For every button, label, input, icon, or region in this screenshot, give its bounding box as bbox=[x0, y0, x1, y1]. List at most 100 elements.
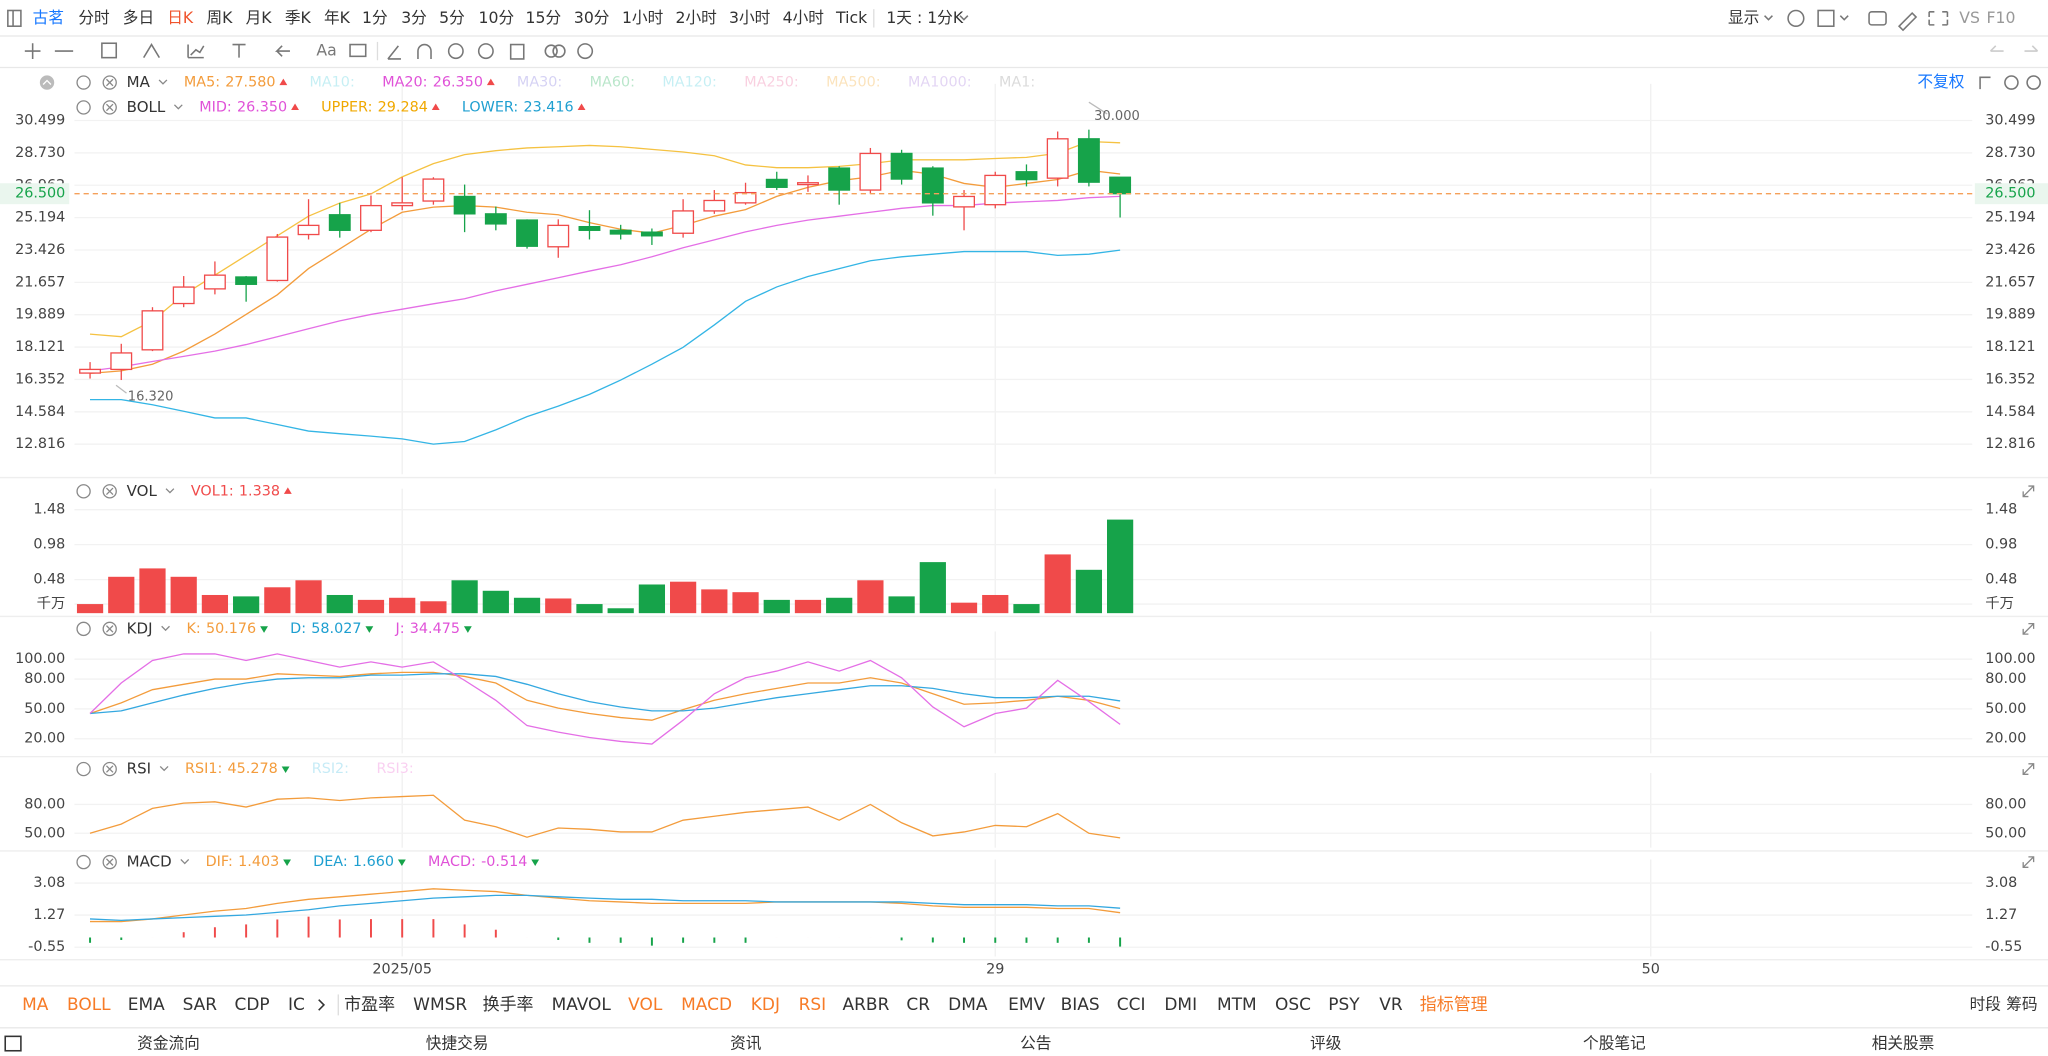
indicator-tab[interactable]: MA bbox=[22, 995, 49, 1015]
interval-select[interactable]: 1天 : 1分K bbox=[886, 8, 963, 27]
panel-toggle[interactable] bbox=[4, 1035, 22, 1052]
indicator-tab[interactable]: 指标管理 bbox=[1420, 995, 1488, 1015]
period-tab[interactable]: 3小时 bbox=[729, 8, 771, 27]
indicator-title[interactable]: KDJ bbox=[127, 619, 153, 637]
period-tab[interactable]: 5分 bbox=[439, 8, 465, 27]
close-icon[interactable] bbox=[102, 75, 117, 90]
expand-icon[interactable] bbox=[2022, 763, 2035, 775]
draw-settings[interactable] bbox=[577, 43, 594, 60]
period-tab[interactable]: 月K bbox=[246, 8, 273, 27]
note-tool[interactable] bbox=[349, 43, 367, 58]
indicator-tab[interactable]: EMA bbox=[128, 995, 165, 1015]
expand-icon[interactable] bbox=[2022, 485, 2035, 498]
crosshair-tool[interactable] bbox=[24, 43, 41, 59]
hide-tool[interactable] bbox=[447, 43, 464, 60]
period-tab[interactable]: 日K bbox=[167, 8, 194, 27]
zoom-out[interactable] bbox=[2004, 75, 2019, 90]
indicator-tab[interactable]: RSI bbox=[799, 995, 827, 1015]
indicator-tab[interactable]: WMSR bbox=[413, 995, 467, 1015]
footer-tab[interactable]: 个股笔记 bbox=[1583, 1034, 1646, 1053]
period-tab[interactable]: 季K bbox=[285, 8, 312, 27]
zoom-in[interactable] bbox=[2026, 75, 2041, 90]
indicator-tab[interactable]: SAR bbox=[183, 995, 218, 1015]
collapse-icon[interactable] bbox=[39, 75, 55, 90]
settings-icon[interactable] bbox=[76, 621, 91, 637]
tabs-next[interactable] bbox=[318, 999, 326, 1011]
indicator-tab[interactable]: EMV bbox=[1008, 995, 1045, 1015]
side-tab[interactable]: 筹码 bbox=[2006, 994, 2037, 1013]
arrow-tool[interactable] bbox=[275, 45, 290, 57]
indicator-tab[interactable]: BIAS bbox=[1061, 995, 1100, 1015]
settings-icon[interactable] bbox=[76, 761, 91, 777]
lock-tool[interactable] bbox=[477, 43, 494, 60]
period-tab[interactable]: 15分 bbox=[526, 8, 562, 27]
fib-tool[interactable] bbox=[143, 43, 161, 59]
layout-icon[interactable] bbox=[1817, 9, 1835, 27]
magnet-tool[interactable] bbox=[417, 43, 432, 59]
period-tab[interactable]: 1分 bbox=[362, 8, 388, 27]
settings-icon[interactable] bbox=[1787, 9, 1805, 27]
close-icon[interactable] bbox=[102, 621, 117, 637]
footer-tab[interactable]: 评级 bbox=[1310, 1034, 1342, 1053]
shape-tool[interactable] bbox=[101, 42, 118, 59]
close-icon[interactable] bbox=[102, 100, 117, 115]
sync-tool[interactable] bbox=[544, 44, 558, 58]
footer-tab[interactable]: 资金流向 bbox=[137, 1034, 200, 1053]
period-tab[interactable]: 10分 bbox=[479, 8, 515, 27]
indicator-tab[interactable]: PSY bbox=[1328, 995, 1360, 1015]
indicator-tab[interactable]: CCI bbox=[1117, 995, 1146, 1015]
period-tab[interactable]: 2小时 bbox=[676, 8, 718, 27]
text-tool[interactable]: Aa bbox=[316, 41, 336, 60]
period-tab[interactable]: 年K bbox=[324, 8, 351, 27]
period-tab[interactable]: 4小时 bbox=[783, 8, 825, 27]
indicator-tab[interactable]: MTM bbox=[1217, 995, 1257, 1015]
f10-button[interactable]: F10 bbox=[1987, 8, 2016, 27]
indicator-title[interactable]: VOL bbox=[127, 482, 158, 500]
expand-icon[interactable] bbox=[2022, 856, 2035, 868]
indicator-title[interactable]: MA bbox=[127, 73, 151, 91]
footer-tab[interactable]: 资讯 bbox=[730, 1034, 762, 1053]
pattern-tool[interactable] bbox=[187, 44, 205, 59]
indicator-tab[interactable]: KDJ bbox=[751, 995, 780, 1015]
sidebar-toggle[interactable] bbox=[7, 9, 22, 27]
period-tab[interactable]: 分时 bbox=[78, 8, 110, 27]
indicator-tab[interactable]: IC bbox=[288, 995, 305, 1015]
close-icon[interactable] bbox=[102, 484, 117, 499]
indicator-tab[interactable]: DMA bbox=[948, 995, 988, 1015]
settings-icon[interactable] bbox=[76, 484, 91, 499]
screenshot-icon[interactable] bbox=[1868, 11, 1887, 26]
close-icon[interactable] bbox=[102, 761, 117, 777]
reset-icon[interactable] bbox=[1979, 76, 1991, 90]
indicator-tab[interactable]: 市盈率 bbox=[344, 995, 395, 1015]
period-tab[interactable]: 周K bbox=[206, 8, 233, 27]
measure-tool[interactable] bbox=[232, 43, 246, 58]
period-tab[interactable]: Tick bbox=[835, 8, 868, 27]
period-tab[interactable]: 30分 bbox=[574, 8, 610, 27]
footer-tab[interactable]: 公告 bbox=[1020, 1034, 1051, 1053]
indicator-tab[interactable]: CDP bbox=[234, 995, 269, 1015]
delete-tool[interactable] bbox=[509, 43, 525, 60]
footer-tab[interactable]: 快捷交易 bbox=[426, 1034, 489, 1053]
indicator-tab[interactable]: ARBR bbox=[843, 995, 890, 1015]
period-tab[interactable]: 1小时 bbox=[622, 8, 664, 27]
indicator-tab[interactable]: OSC bbox=[1275, 995, 1311, 1015]
display-menu[interactable]: 显示 bbox=[1728, 8, 1759, 27]
settings-icon[interactable] bbox=[76, 75, 91, 90]
period-tab[interactable]: 多日 bbox=[123, 8, 154, 27]
side-tab[interactable]: 时段 bbox=[1970, 994, 2002, 1013]
fullscreen-icon[interactable] bbox=[1928, 11, 1949, 26]
draw-icon[interactable] bbox=[1897, 11, 1918, 32]
indicator-tab[interactable]: DMI bbox=[1164, 995, 1197, 1015]
expand-icon[interactable] bbox=[2022, 622, 2035, 635]
indicator-title[interactable]: BOLL bbox=[127, 98, 166, 116]
indicator-tab[interactable]: MACD bbox=[681, 995, 732, 1015]
stock-name[interactable]: 古茗 bbox=[33, 8, 64, 27]
indicator-title[interactable]: MACD bbox=[127, 853, 172, 871]
redo[interactable] bbox=[2024, 45, 2039, 52]
adjust-select[interactable]: 不复权 bbox=[1917, 72, 1964, 91]
indicator-tab[interactable]: 换手率 bbox=[483, 995, 534, 1015]
indicator-tab[interactable]: VOL bbox=[628, 995, 663, 1015]
ruler-tool[interactable] bbox=[387, 45, 401, 60]
indicator-title[interactable]: RSI bbox=[127, 760, 151, 778]
period-tab[interactable]: 3分 bbox=[401, 8, 427, 27]
